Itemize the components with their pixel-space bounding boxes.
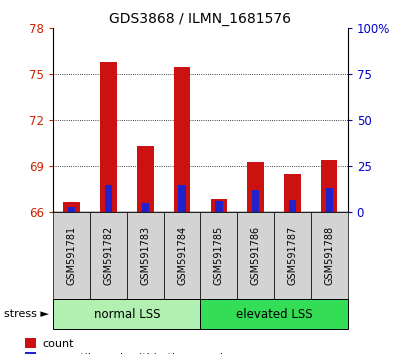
Title: GDS3868 / ILMN_1681576: GDS3868 / ILMN_1681576	[109, 12, 292, 26]
Text: GSM591785: GSM591785	[214, 226, 224, 285]
Bar	[237, 212, 274, 299]
Bar	[127, 212, 164, 299]
Bar	[274, 212, 311, 299]
Text: normal LSS: normal LSS	[94, 308, 160, 321]
Bar	[247, 162, 264, 212]
Bar	[252, 190, 260, 212]
Bar	[142, 203, 149, 212]
Bar	[289, 200, 296, 212]
Bar	[100, 62, 117, 212]
Text: GSM591787: GSM591787	[288, 226, 297, 285]
Bar	[174, 67, 190, 212]
Bar	[201, 212, 237, 299]
Text: elevated LSS: elevated LSS	[236, 308, 312, 321]
Text: GSM591786: GSM591786	[251, 226, 261, 285]
Bar	[215, 201, 222, 212]
Bar	[211, 199, 227, 212]
Bar	[311, 212, 348, 299]
Text: GSM591783: GSM591783	[140, 226, 150, 285]
Text: GSM591782: GSM591782	[103, 226, 113, 285]
Text: GSM591784: GSM591784	[177, 226, 187, 285]
Bar	[68, 207, 75, 212]
Text: GSM591788: GSM591788	[324, 226, 334, 285]
Text: stress ►: stress ►	[4, 309, 49, 319]
Text: GSM591781: GSM591781	[67, 226, 77, 285]
Bar	[105, 185, 112, 212]
Bar	[53, 299, 201, 329]
Bar	[53, 212, 90, 299]
Legend: count, percentile rank within the sample: count, percentile rank within the sample	[25, 338, 230, 354]
Bar	[64, 202, 80, 212]
Bar	[321, 160, 337, 212]
Bar	[325, 188, 333, 212]
Bar	[90, 212, 127, 299]
Bar	[284, 174, 301, 212]
Bar	[201, 299, 348, 329]
Bar	[164, 212, 201, 299]
Bar	[137, 147, 154, 212]
Bar	[179, 185, 186, 212]
